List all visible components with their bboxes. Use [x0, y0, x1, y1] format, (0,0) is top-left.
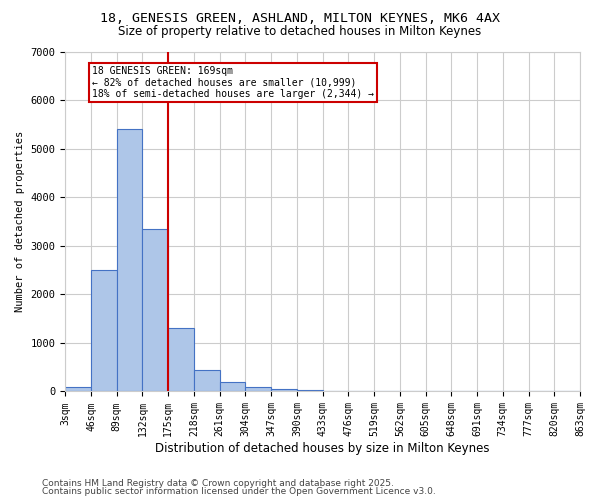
Text: Contains public sector information licensed under the Open Government Licence v3: Contains public sector information licen…	[42, 487, 436, 496]
Text: 18 GENESIS GREEN: 169sqm
← 82% of detached houses are smaller (10,999)
18% of se: 18 GENESIS GREEN: 169sqm ← 82% of detach…	[92, 66, 374, 100]
Y-axis label: Number of detached properties: Number of detached properties	[15, 131, 25, 312]
Text: Contains HM Land Registry data © Crown copyright and database right 2025.: Contains HM Land Registry data © Crown c…	[42, 478, 394, 488]
Bar	[220, 382, 245, 392]
Bar	[297, 390, 323, 392]
Bar	[142, 229, 168, 392]
Bar	[91, 270, 117, 392]
Bar	[245, 386, 271, 392]
Bar	[168, 328, 194, 392]
Text: 18, GENESIS GREEN, ASHLAND, MILTON KEYNES, MK6 4AX: 18, GENESIS GREEN, ASHLAND, MILTON KEYNE…	[100, 12, 500, 26]
X-axis label: Distribution of detached houses by size in Milton Keynes: Distribution of detached houses by size …	[155, 442, 490, 455]
Text: Size of property relative to detached houses in Milton Keynes: Size of property relative to detached ho…	[118, 25, 482, 38]
Bar	[65, 386, 91, 392]
Bar	[271, 389, 297, 392]
Bar	[194, 370, 220, 392]
Bar	[117, 129, 142, 392]
